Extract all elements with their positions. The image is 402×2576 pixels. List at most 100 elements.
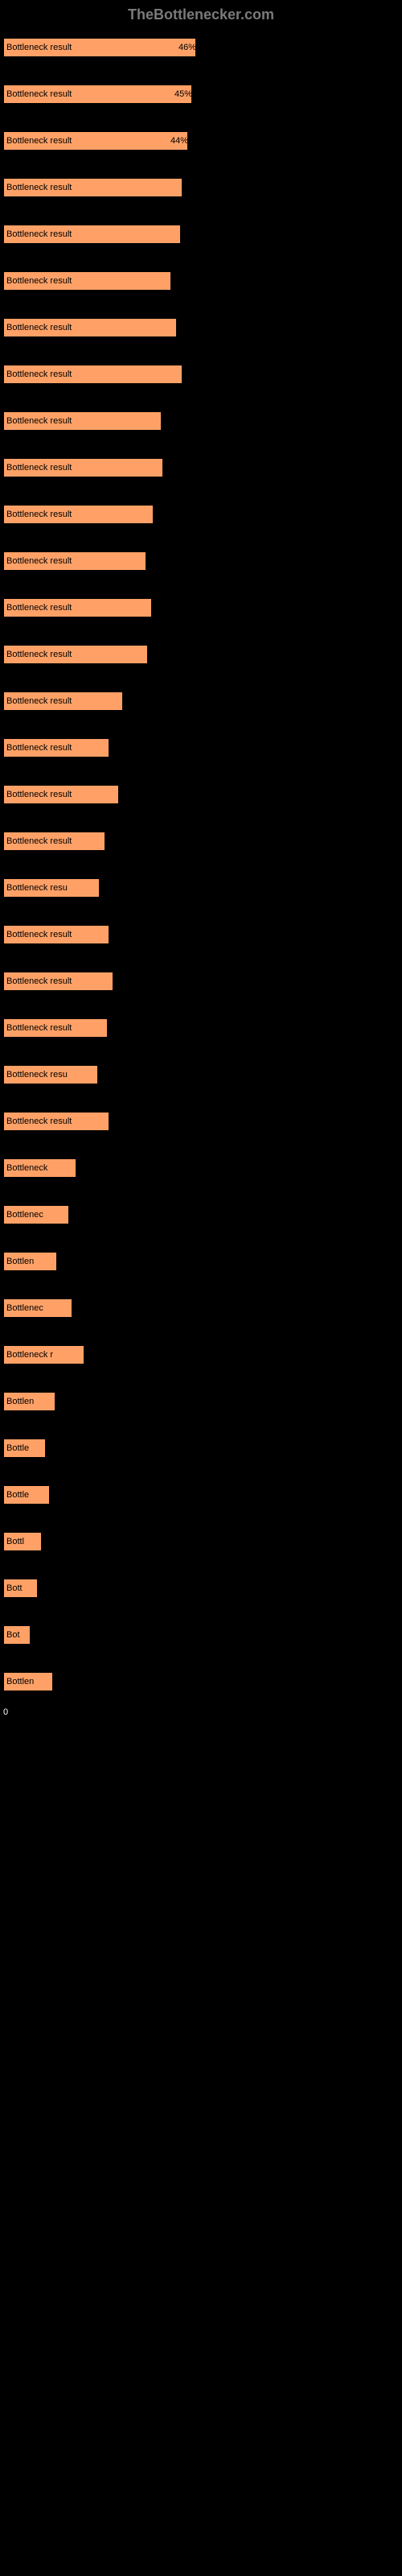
chart-row: Bottleneck result — [3, 260, 399, 294]
bar-container: Bottlen — [3, 1672, 399, 1691]
bar-container: Bottl — [3, 1532, 399, 1551]
bar-container: Bottleneck result — [3, 1018, 399, 1038]
bar-text: Bottleneck result — [6, 505, 152, 524]
chart-row: Bottleneck result — [3, 914, 399, 947]
chart-row: Bottlen — [3, 1661, 399, 1695]
bar-container: Bottleneck result — [3, 365, 399, 384]
row-label — [3, 1054, 399, 1065]
chart-row: Bottleneck result — [3, 587, 399, 621]
bar-container: Bottleneck result — [3, 785, 399, 804]
row-label — [3, 1474, 399, 1485]
row-label — [3, 27, 399, 38]
row-label — [3, 1334, 399, 1345]
row-label — [3, 774, 399, 785]
bar-text: Bottle — [6, 1485, 48, 1505]
row-label — [3, 820, 399, 832]
bar-container: Bottleneck resu — [3, 878, 399, 898]
row-label — [3, 727, 399, 738]
chart-row: Bottleneck result — [3, 307, 399, 341]
chart-row: Bottleneck result — [3, 540, 399, 574]
row-label — [3, 120, 399, 131]
bar-text: Bottleneck r — [6, 1345, 83, 1364]
chart-row: Bottleneck result — [3, 400, 399, 434]
bar-container: Bottleneck result — [3, 318, 399, 337]
row-label — [3, 540, 399, 551]
bar-container: Bot — [3, 1625, 399, 1645]
chart-row: Bottleneck result44% — [3, 120, 399, 154]
row-label — [3, 1287, 399, 1298]
chart-row: Bottleneck result — [3, 167, 399, 200]
chart-row: Bottleneck result — [3, 820, 399, 854]
bar-container: Bottleneck result — [3, 598, 399, 617]
bar-container: Bottleneck result — [3, 645, 399, 664]
bar-text: Bottleneck result — [6, 225, 179, 244]
bar-text: Bottleneck result — [6, 738, 108, 758]
row-label — [3, 1194, 399, 1205]
chart-row: Bottleneck result — [3, 1100, 399, 1134]
header: TheBottlenecker.com — [0, 0, 402, 27]
chart-row: Bottleneck result — [3, 1007, 399, 1041]
chart-row: Bottleneck result — [3, 353, 399, 387]
row-label — [3, 1661, 399, 1672]
bar-text: Bottleneck result — [6, 832, 104, 851]
row-label — [3, 73, 399, 85]
bar-container: Bottleneck result — [3, 178, 399, 197]
bar-text: Bottleneck result — [6, 131, 187, 151]
bar-container: Bottleneck result46% — [3, 38, 399, 57]
chart-row: Bottleneck result — [3, 727, 399, 761]
bar-container: Bott — [3, 1579, 399, 1598]
bar-container: Bottleneck result45% — [3, 85, 399, 104]
row-label — [3, 960, 399, 972]
row-label — [3, 680, 399, 691]
bar-container: Bottlenec — [3, 1205, 399, 1224]
bar-container: Bottleneck resu — [3, 1065, 399, 1084]
bar-text: Bottleneck result — [6, 411, 160, 431]
chart-row: Bottle — [3, 1474, 399, 1508]
chart-row: Bottleneck — [3, 1147, 399, 1181]
bar-container: Bottleneck result — [3, 738, 399, 758]
bar-container: Bottleneck result — [3, 551, 399, 571]
bar-container: Bottleneck result — [3, 832, 399, 851]
bar-text: Bottlen — [6, 1252, 55, 1271]
bar-text: Bottleneck result — [6, 85, 191, 104]
row-label — [3, 400, 399, 411]
header-text: TheBottlenecker.com — [128, 6, 274, 23]
bar-container: Bottleneck result — [3, 505, 399, 524]
bar-container: Bottlen — [3, 1252, 399, 1271]
row-label — [3, 353, 399, 365]
bar-text: Bottleneck result — [6, 1018, 106, 1038]
chart-row: Bott — [3, 1567, 399, 1601]
bar-text: Bottleneck result — [6, 645, 146, 664]
chart-row: Bottleneck result — [3, 774, 399, 807]
chart-row: Bottlenec — [3, 1287, 399, 1321]
chart-row: Bottleneck result45% — [3, 73, 399, 107]
bar-container: Bottleneck result — [3, 411, 399, 431]
bar-text: Bottleneck result — [6, 925, 108, 944]
chart-row: Bottleneck r — [3, 1334, 399, 1368]
chart-row: Bottl — [3, 1521, 399, 1554]
bar-text: Bottleneck result — [6, 785, 117, 804]
bar-text: Bottleneck result — [6, 38, 195, 57]
row-label — [3, 1241, 399, 1252]
bar-value: 46% — [178, 38, 196, 57]
row-label — [3, 1007, 399, 1018]
row-label — [3, 1147, 399, 1158]
bottleneck-bar-chart: Bottleneck result46%Bottleneck result45%… — [0, 27, 402, 1695]
bar-text: Bottleneck result — [6, 972, 112, 991]
x-axis-tick: 0 — [0, 1707, 402, 1717]
bar-text: Bottleneck result — [6, 691, 121, 711]
row-label — [3, 1381, 399, 1392]
bar-text: Bottleneck — [6, 1158, 75, 1178]
row-label — [3, 167, 399, 178]
bar-container: Bottleneck result — [3, 458, 399, 477]
bar-container: Bottlenec — [3, 1298, 399, 1318]
bar-text: Bottlen — [6, 1672, 51, 1691]
chart-row: Bottleneck result — [3, 493, 399, 527]
row-label — [3, 1614, 399, 1625]
chart-row: Bottleneck result — [3, 680, 399, 714]
bar-text: Bottleneck result — [6, 598, 150, 617]
chart-row: Bottlen — [3, 1241, 399, 1274]
bar-container: Bottleneck result — [3, 225, 399, 244]
bar-text: Bottleneck result — [6, 271, 170, 291]
row-label — [3, 867, 399, 878]
